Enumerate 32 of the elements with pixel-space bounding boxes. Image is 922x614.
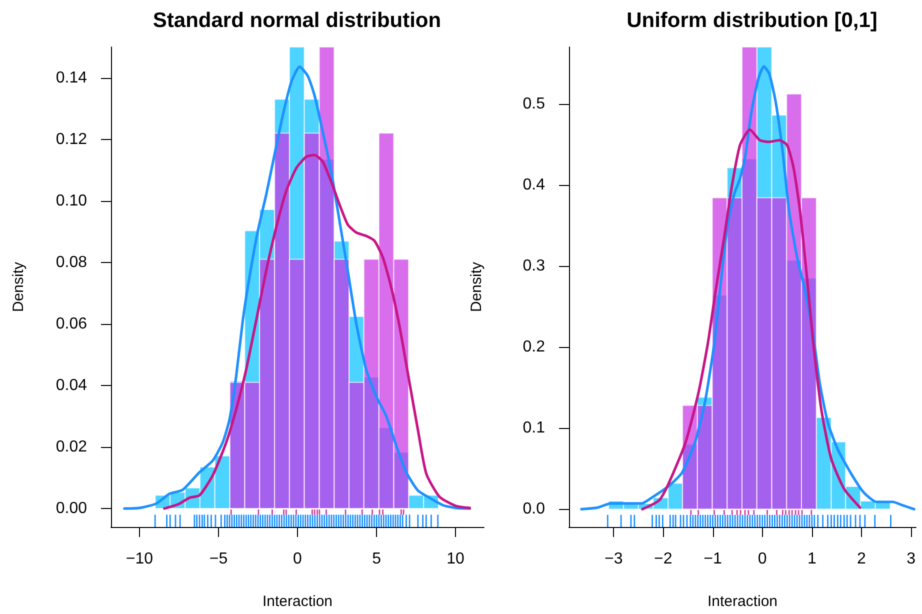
x-tick-label: −5 bbox=[209, 550, 228, 568]
x-tick-label: 10 bbox=[446, 550, 465, 568]
y-tick-label: 0.10 bbox=[56, 192, 88, 210]
y-tick-label: 0.2 bbox=[522, 338, 546, 356]
chart-title: Uniform distribution [0,1] bbox=[626, 9, 878, 32]
x-axis-title: Interaction bbox=[262, 593, 333, 610]
x-tick-label: 2 bbox=[857, 550, 866, 568]
x-tick-label: 5 bbox=[372, 550, 382, 568]
y-tick-label: 0.12 bbox=[56, 130, 88, 148]
y-tick-label: 0.02 bbox=[56, 438, 88, 456]
y-tick-label: 0.06 bbox=[56, 315, 88, 332]
x-tick-label: 1 bbox=[807, 550, 816, 568]
x-axis-title: Interaction bbox=[707, 593, 778, 610]
y-tick-label: 0.00 bbox=[56, 500, 88, 518]
chart-title: Standard normal distribution bbox=[152, 9, 442, 32]
x-tick-label: 0 bbox=[293, 550, 302, 568]
y-tick-label: 0.3 bbox=[522, 257, 546, 274]
y-tick-label: 0.14 bbox=[56, 69, 88, 86]
y-tick-label: 0.04 bbox=[56, 376, 88, 394]
y-axis-title: Density bbox=[10, 262, 27, 312]
x-tick-label: −2 bbox=[654, 550, 672, 568]
x-tick-label: −1 bbox=[704, 550, 722, 568]
x-tick-label: −10 bbox=[126, 550, 154, 568]
x-tick-label: 3 bbox=[906, 550, 916, 568]
x-tick-label: −3 bbox=[604, 550, 623, 568]
x-tick-label: 0 bbox=[758, 550, 767, 568]
y-tick-label: 0.4 bbox=[522, 176, 546, 194]
y-axis-title: Density bbox=[468, 262, 485, 312]
y-tick-label: 0.5 bbox=[522, 95, 546, 112]
y-tick-label: 0.1 bbox=[522, 420, 546, 437]
y-tick-label: 0.08 bbox=[56, 254, 88, 271]
y-tick-label: 0.0 bbox=[522, 500, 546, 518]
